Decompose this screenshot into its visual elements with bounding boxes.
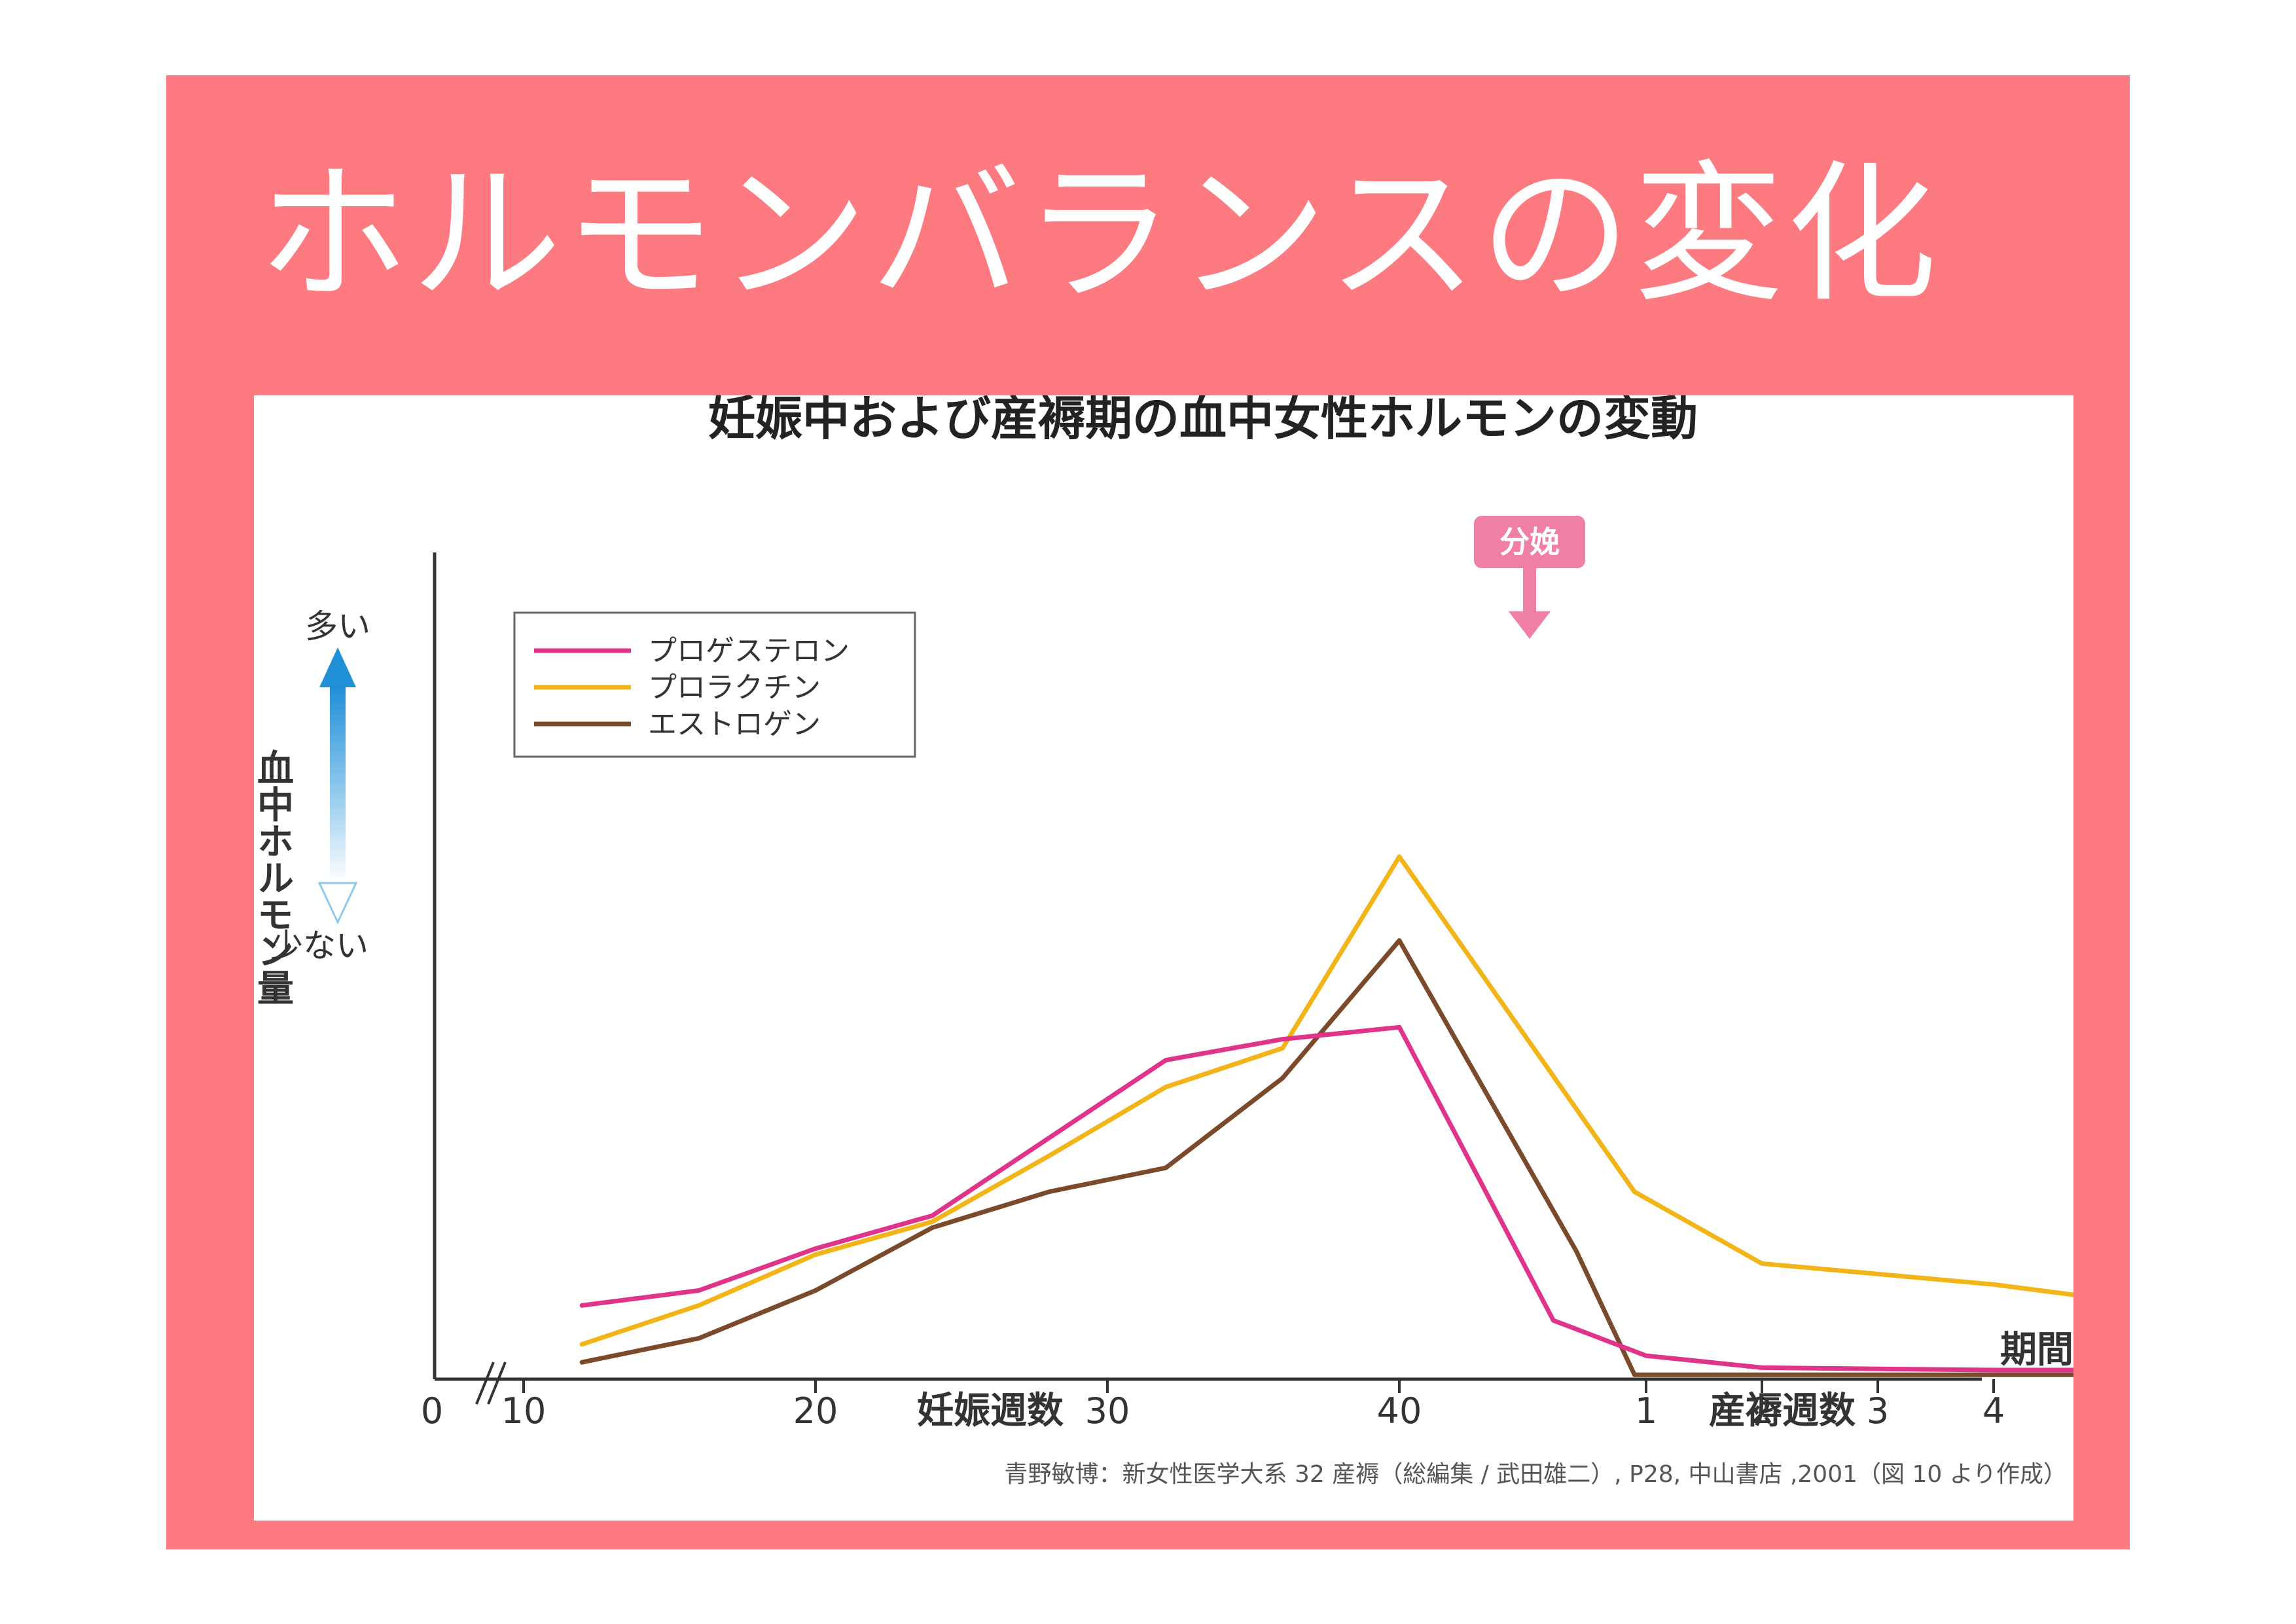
series-line-progesterone [579,1024,2073,1373]
legend-label-estrogen: エストロゲン [648,708,821,741]
slide-frame: ホルモンバランスの変化 妊娠中および産褥期の血中女性ホルモンの変動 多い 少ない… [166,75,2130,1549]
axis-break-icon [475,1362,507,1405]
y-high-label: 多い [305,607,370,645]
y-axis-title: 血中ホルモン量 [254,749,294,1005]
figure-panel: 妊娠中および産褥期の血中女性ホルモンの変動 多い 少ない 血中ホルモン量 0 10… [254,395,2073,1521]
slide-title: ホルモンバランスの変化 [258,148,1940,323]
delivery-marker-label: 分娩 [1499,524,1560,560]
legend [513,611,916,758]
x-tick-label: 10 [501,1390,547,1432]
hormone-chart: 妊娠中および産褥期の血中女性ホルモンの変動 多い 少ない 血中ホルモン量 0 10… [254,395,2073,1488]
legend-label-prolactin: プロラクチン [648,671,821,704]
y-low-label: 少ない [270,927,368,965]
legend-label-progesterone: プロゲステロン [648,634,850,668]
x-tick-label: 1 [1635,1390,1657,1432]
chart-title: 妊娠中および産褥期の血中女性ホルモンの変動 [708,395,1698,446]
source-note: 青野敏博：新女性医学大系 32 産褥（総編集 / 武田雄二）, P28, 中山書… [1005,1461,2067,1488]
delivery-marker [1474,516,1585,639]
x-tick-label: 0 [421,1390,443,1432]
series-line-estrogen [579,938,2073,1377]
series-line-prolactin [579,854,2073,1347]
x-axis-title: 期間（週） [2000,1329,2073,1371]
x-tick-label: 3 [1867,1390,1889,1432]
x-tick-label: 30 [1085,1390,1130,1432]
x-tick-label: 2 [1751,1390,1773,1432]
x-segment-label-postpartum: 産褥週数 [1709,1390,1856,1432]
x-tick-label: 40 [1377,1390,1422,1432]
x-segment-label-pregnancy: 妊娠週数 [917,1390,1064,1432]
y-level-arrow [317,647,358,925]
x-tick-label: 4 [1982,1390,2005,1432]
x-tick-label: 20 [793,1390,838,1432]
